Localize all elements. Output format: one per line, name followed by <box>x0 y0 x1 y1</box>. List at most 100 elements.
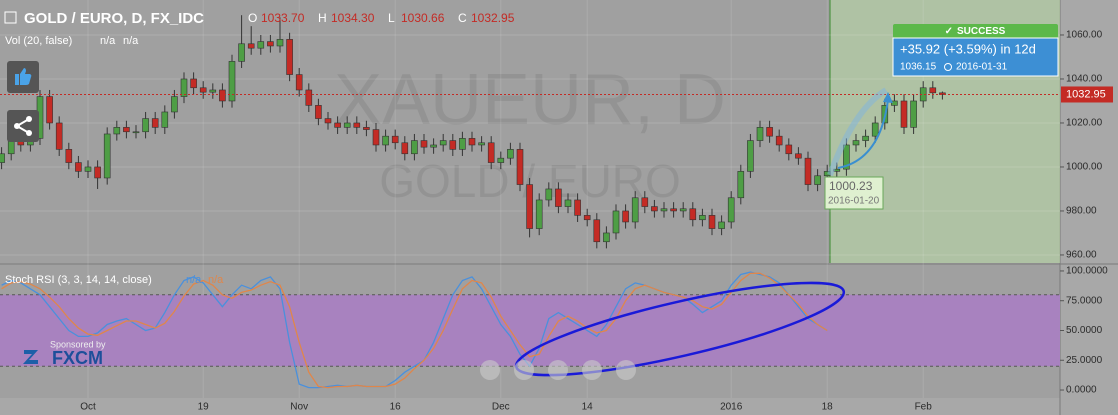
candle-body <box>75 162 82 172</box>
candle-body <box>545 188 553 201</box>
x-tick-label: Dec <box>492 402 510 413</box>
symbol-title: GOLD / EURO, D, FX_IDC <box>24 10 204 27</box>
candle-body <box>55 122 63 150</box>
candle-body <box>142 118 149 133</box>
candle-body <box>910 100 917 128</box>
candle-body <box>747 140 754 172</box>
candle-body <box>478 142 485 146</box>
sponsor-text: Sponsored by <box>50 339 106 349</box>
candle-body <box>766 127 773 137</box>
y-tick-label: 1000.00 <box>1066 162 1103 173</box>
ohlc-label: H <box>318 11 327 25</box>
candle-body <box>171 96 178 113</box>
candle-body <box>372 129 380 146</box>
candle-body <box>939 92 946 95</box>
x-tick-label: 14 <box>582 402 594 413</box>
candle-body <box>439 140 447 146</box>
prediction-swoosh <box>827 87 888 177</box>
price-axis-area <box>1060 0 1118 415</box>
candle-body <box>382 135 389 146</box>
candle-body <box>718 221 725 229</box>
watermark-symbol: XAUEUR, D <box>334 60 726 140</box>
candle-body <box>612 210 620 234</box>
candle-body <box>699 215 706 221</box>
stoch-band <box>0 294 1060 367</box>
collapse-icon[interactable] <box>4 11 17 24</box>
candle-body <box>804 157 812 185</box>
candle-body <box>276 39 284 47</box>
start-price: 1000.23 <box>829 179 873 193</box>
candle-body <box>247 43 255 49</box>
candle-body <box>593 219 601 243</box>
nav-zoom-in[interactable] <box>582 360 602 380</box>
y-tick-label: 1020.00 <box>1066 118 1103 129</box>
candle-body <box>564 199 572 207</box>
candle-body <box>315 105 322 119</box>
y-tick-label: 25.0000 <box>1066 355 1103 366</box>
clock-icon <box>944 63 952 71</box>
y-tick-label: 1060.00 <box>1066 30 1103 41</box>
candle-body <box>238 43 245 62</box>
candle-body <box>343 122 351 128</box>
candle-body <box>843 144 850 170</box>
candle-body <box>219 89 226 102</box>
ohlc-value: 1030.66 <box>401 11 445 25</box>
candle-body <box>161 111 169 128</box>
candle-body <box>94 166 101 179</box>
candle-body <box>785 144 793 155</box>
candle-body <box>708 215 716 229</box>
candle-body <box>334 122 341 128</box>
candle-body <box>430 144 437 148</box>
candle-body <box>756 127 764 141</box>
ohlc-label: C <box>458 11 467 25</box>
ohlc-value: 1033.70 <box>261 11 305 25</box>
candle-body <box>814 175 821 185</box>
candle-body <box>507 149 514 159</box>
candle-body <box>257 41 265 49</box>
x-tick-label: 16 <box>390 402 402 413</box>
candle-body <box>103 133 111 179</box>
candle-body <box>0 153 5 163</box>
candle-body <box>631 197 639 223</box>
sponsor-logo <box>23 350 38 364</box>
sponsor-name[interactable]: FXCM <box>52 348 103 368</box>
candle-body <box>7 140 15 155</box>
candle-body <box>622 210 629 223</box>
ohlc-value: 1032.95 <box>471 11 515 25</box>
stoch-line <box>1 271 828 389</box>
candle-body <box>526 184 533 229</box>
nav-zoom-out[interactable] <box>514 360 534 380</box>
candle-body <box>660 208 668 212</box>
x-tick-label: Oct <box>80 402 96 413</box>
x-tick-label: Feb <box>915 402 933 413</box>
indicator-value: n/a <box>123 35 139 47</box>
success-text: SUCCESS <box>957 26 1006 37</box>
success-badge <box>893 24 1058 38</box>
candle-body <box>603 232 610 243</box>
candle-body <box>459 138 466 150</box>
candle-body <box>190 78 197 89</box>
last-price-label: 1032.95 <box>1066 88 1106 100</box>
candle-body <box>391 135 399 144</box>
candle-body <box>737 171 745 199</box>
nav-reset[interactable] <box>548 360 568 380</box>
candle-body <box>305 89 313 106</box>
candle-body <box>651 206 658 212</box>
last-price-box <box>1061 86 1113 103</box>
ohlc-label: O <box>248 11 257 25</box>
prediction-box <box>892 37 1059 77</box>
candle-body <box>401 142 409 155</box>
ohlc-label: L <box>388 11 395 25</box>
candle-body <box>516 149 524 185</box>
candle-body <box>670 208 677 212</box>
share-button[interactable] <box>7 110 39 142</box>
nav-right[interactable] <box>616 360 636 380</box>
nav-buttons <box>480 360 636 380</box>
share-icon <box>14 116 32 136</box>
candle-body <box>689 208 697 221</box>
nav-left[interactable] <box>480 360 500 380</box>
candle-body <box>775 135 783 146</box>
candle-body <box>228 61 236 102</box>
candle-body <box>353 122 361 128</box>
